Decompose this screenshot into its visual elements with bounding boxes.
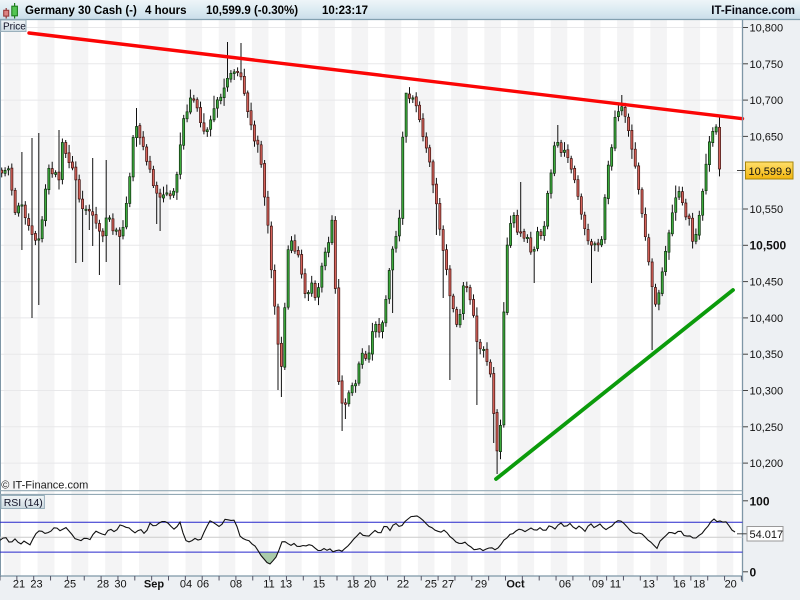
svg-text:IT-Finance.com: IT-Finance.com [711, 5, 795, 17]
svg-text:11: 11 [263, 579, 274, 591]
svg-text:04: 04 [180, 579, 192, 591]
svg-text:10,200: 10,200 [750, 458, 784, 470]
svg-text:10,250: 10,250 [750, 422, 784, 434]
svg-text:100: 100 [750, 494, 770, 508]
svg-text:20: 20 [725, 579, 737, 591]
svg-text:10,700: 10,700 [750, 95, 784, 107]
svg-text:10,350: 10,350 [750, 349, 784, 361]
svg-text:25: 25 [425, 579, 437, 591]
svg-text:13: 13 [643, 579, 655, 591]
svg-text:RSI (14): RSI (14) [4, 497, 43, 509]
svg-text:Germany 30 Cash (-): Germany 30 Cash (-) [25, 5, 137, 17]
svg-text:29: 29 [475, 579, 487, 591]
svg-text:10,800: 10,800 [750, 23, 784, 35]
svg-text:18: 18 [693, 579, 705, 591]
svg-text:© IT-Finance.com: © IT-Finance.com [1, 480, 88, 492]
svg-text:10,450: 10,450 [750, 277, 784, 289]
svg-text:Oct: Oct [506, 579, 525, 591]
svg-text:22: 22 [397, 579, 409, 591]
svg-text:11: 11 [610, 579, 621, 591]
svg-text:10,750: 10,750 [750, 59, 784, 71]
svg-text:10,400: 10,400 [750, 313, 784, 325]
svg-text:27: 27 [442, 579, 454, 591]
svg-text:10,500: 10,500 [750, 238, 787, 252]
svg-text:10:23:17: 10:23:17 [322, 5, 368, 17]
svg-text:09: 09 [592, 579, 604, 591]
svg-text:15: 15 [313, 579, 325, 591]
svg-text:16: 16 [673, 579, 685, 591]
svg-text:Price: Price [3, 22, 26, 33]
svg-text:30: 30 [114, 579, 126, 591]
svg-text:54.017: 54.017 [750, 529, 784, 541]
svg-text:06: 06 [559, 579, 571, 591]
svg-text:10,599.9: 10,599.9 [749, 166, 792, 178]
svg-text:21: 21 [13, 579, 25, 591]
svg-text:10,300: 10,300 [750, 386, 784, 398]
svg-text:06: 06 [197, 579, 209, 591]
svg-text:10,550: 10,550 [750, 204, 784, 216]
svg-text:13: 13 [280, 579, 292, 591]
svg-text:18: 18 [347, 579, 359, 591]
svg-text:20: 20 [364, 579, 376, 591]
svg-text:23: 23 [30, 579, 42, 591]
svg-text:0: 0 [750, 565, 757, 579]
svg-text:08: 08 [230, 579, 242, 591]
svg-text:Sep: Sep [144, 579, 164, 591]
svg-text:28: 28 [97, 579, 109, 591]
svg-text:25: 25 [64, 579, 76, 591]
svg-text:4 hours: 4 hours [145, 5, 187, 17]
svg-text:10,599.9 (-0.30%): 10,599.9 (-0.30%) [206, 5, 298, 17]
svg-text:10,650: 10,650 [750, 131, 784, 143]
